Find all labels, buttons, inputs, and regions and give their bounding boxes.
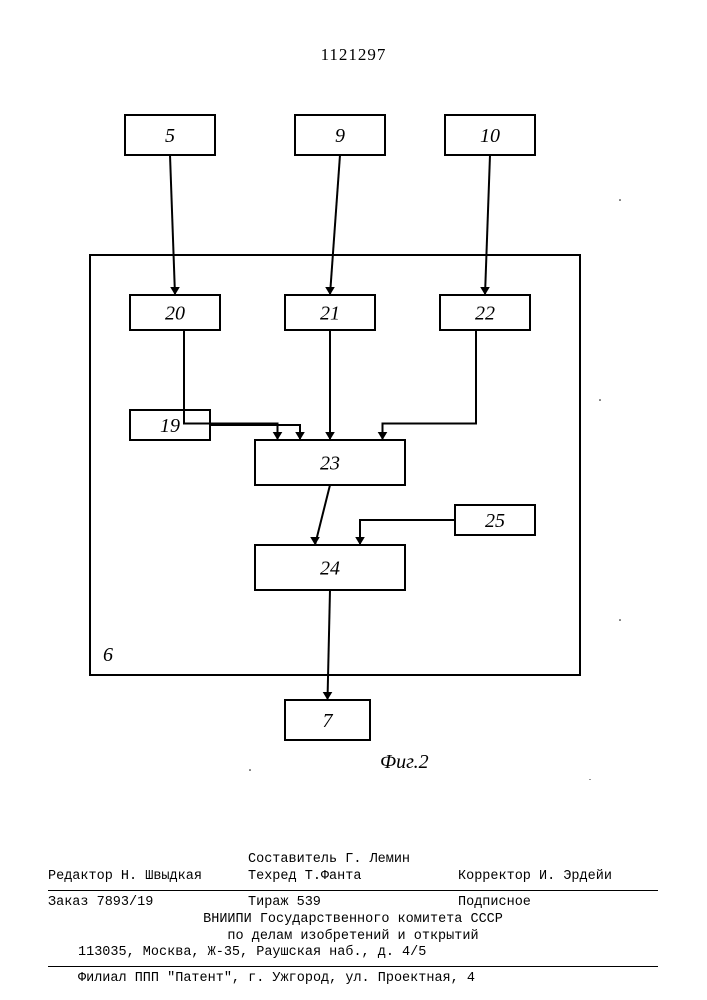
editor-name: Н. Швыдкая bbox=[121, 869, 202, 884]
print-speck bbox=[249, 769, 251, 771]
address-line: 113035, Москва, Ж-35, Раушская наб., д. … bbox=[48, 945, 658, 962]
connector bbox=[315, 485, 330, 545]
block-label-5: 5 bbox=[165, 125, 175, 147]
figure-label: Фиг.2 bbox=[380, 751, 429, 773]
print-speck bbox=[619, 619, 621, 621]
org-line-1: ВНИИПИ Государственного комитета СССР bbox=[48, 912, 658, 929]
corrector-name: И. Эрдейи bbox=[539, 869, 612, 884]
podpisnoe: Подписное bbox=[458, 895, 658, 912]
block-label-22: 22 bbox=[475, 303, 495, 325]
block-label-25: 25 bbox=[485, 510, 505, 532]
corrector-label: Корректор bbox=[458, 869, 531, 884]
block-label-21: 21 bbox=[320, 303, 340, 325]
filial-line: Филиал ППП "Патент", г. Ужгород, ул. Про… bbox=[48, 971, 658, 988]
block-label-24: 24 bbox=[320, 558, 340, 580]
arrow-head bbox=[170, 287, 180, 295]
block-label-19: 19 bbox=[160, 415, 180, 437]
connector bbox=[360, 520, 455, 545]
arrow-head bbox=[310, 537, 320, 545]
arrow-head bbox=[273, 432, 283, 440]
block-label-20: 20 bbox=[165, 303, 185, 325]
arrow-head bbox=[325, 432, 335, 440]
divider bbox=[48, 890, 658, 891]
connector bbox=[170, 155, 175, 295]
arrow-head bbox=[480, 287, 490, 295]
footer-block: Составитель Г. Лемин Редактор Н. Швыдкая… bbox=[48, 852, 658, 988]
print-speck bbox=[619, 199, 621, 201]
tech-label: Техред bbox=[248, 869, 297, 884]
org-line-2: по делам изобретений и открытий bbox=[48, 929, 658, 946]
arrow-head bbox=[355, 537, 365, 545]
divider bbox=[48, 966, 658, 967]
connector bbox=[184, 330, 278, 440]
print-speck bbox=[589, 779, 591, 780]
block-label-23: 23 bbox=[320, 453, 340, 475]
connector bbox=[328, 590, 331, 700]
tech-name: Т.Фанта bbox=[305, 869, 362, 884]
connector bbox=[485, 155, 490, 295]
container-label: 6 bbox=[103, 644, 113, 666]
arrow-head bbox=[323, 692, 333, 700]
block-label-10: 10 bbox=[480, 125, 500, 147]
print-speck bbox=[599, 399, 601, 401]
block-diagram: 6 5 9 10 20 21 22 19 23 25 24 7 Фиг.2 bbox=[0, 0, 707, 780]
arrow-head bbox=[295, 432, 305, 440]
connector bbox=[330, 155, 340, 295]
editor-label: Редактор bbox=[48, 869, 113, 884]
connector bbox=[210, 425, 300, 440]
block-label-9: 9 bbox=[335, 125, 345, 147]
order-number: Заказ 7893/19 bbox=[48, 895, 248, 912]
connector bbox=[383, 330, 477, 440]
arrow-head bbox=[325, 287, 335, 295]
tirazh: Тираж 539 bbox=[248, 895, 458, 912]
block-label-7: 7 bbox=[323, 710, 334, 732]
compiler-line: Составитель Г. Лемин bbox=[248, 852, 458, 869]
arrow-head bbox=[378, 432, 388, 440]
